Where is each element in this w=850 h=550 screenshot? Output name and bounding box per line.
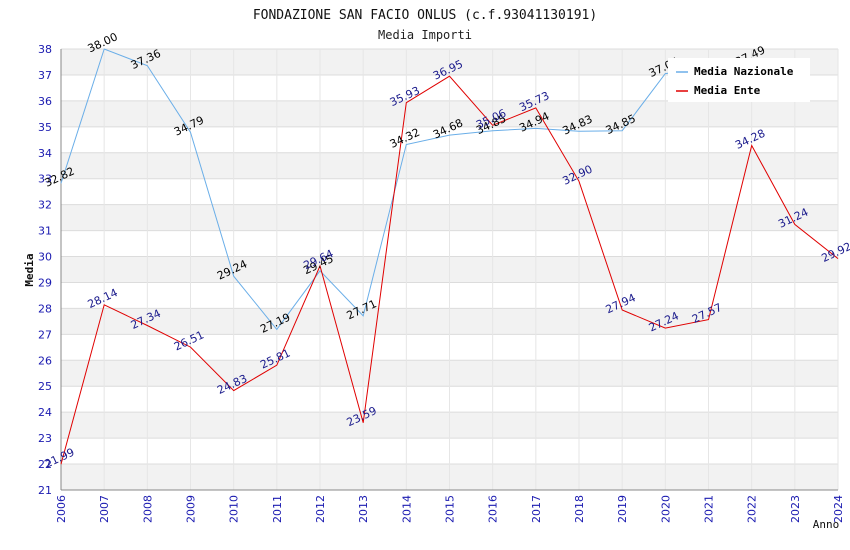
x-tick-label: 2007 (98, 495, 111, 523)
x-tick-label: 2006 (55, 495, 68, 523)
x-tick-label: 2019 (616, 495, 629, 523)
y-tick-label: 37 (38, 69, 52, 82)
x-tick-label: 2012 (314, 495, 327, 523)
axes (60, 49, 838, 491)
y-tick-label: 21 (38, 484, 52, 497)
y-tick-label: 30 (38, 251, 52, 264)
legend-label-nazionale: Media Nazionale (694, 65, 794, 78)
x-tick-label: 2018 (573, 495, 586, 523)
x-tick-label: 2022 (746, 495, 759, 523)
x-tick-label: 2008 (141, 495, 154, 523)
series-line-ente (60, 75, 839, 465)
series-line-nazionale (60, 48, 752, 331)
y-tick-label: 35 (38, 121, 52, 134)
x-tick-label: 2016 (487, 495, 500, 523)
y-tick-labels: 21 22 23 24 25 26 27 28 29 30 31 32 33 34 35 36 37 38 (38, 43, 52, 497)
chart-subtitle: Media Importi (378, 28, 472, 42)
x-tick-label: 2024 (832, 495, 845, 523)
x-tick-labels: 2006 2007 2008 2009 2010 2011 2012 2013 2014 2015… (55, 495, 845, 523)
x-tick-label: 2021 (703, 495, 716, 523)
x-tick-label: 2009 (185, 495, 198, 523)
y-tick-label: 28 (38, 302, 52, 315)
series-lines (60, 48, 839, 465)
x-tick-label: 2011 (271, 495, 284, 523)
y-tick-label: 33 (38, 173, 52, 186)
x-tick-label: 2015 (444, 495, 457, 523)
x-tick-label: 2017 (530, 495, 543, 523)
y-tick-label: 22 (38, 458, 52, 471)
chart-title: FONDAZIONE SAN FACIO ONLUS (c.f.93041130… (253, 8, 597, 23)
y-axis-label: Media (23, 253, 36, 286)
y-tick-label: 26 (38, 354, 52, 367)
y-tick-label: 34 (38, 147, 52, 160)
legend: Media Nazionale Media Ente (668, 58, 810, 102)
y-tick-label: 25 (38, 380, 52, 393)
x-tick-label: 2020 (659, 495, 672, 523)
legend-box (668, 58, 810, 102)
y-tick-label: 24 (38, 406, 52, 419)
grid-lines (60, 48, 839, 491)
x-axis-label: Anno (813, 518, 840, 531)
x-tick-label: 2010 (228, 495, 241, 523)
x-tick-label: 2014 (400, 495, 413, 523)
x-tick-label: 2023 (789, 495, 802, 523)
y-tick-label: 32 (38, 199, 52, 212)
y-tick-label: 27 (38, 328, 52, 341)
y-tick-label: 23 (38, 432, 52, 445)
y-tick-label: 36 (38, 95, 52, 108)
x-tick-label: 2013 (357, 495, 370, 523)
y-tick-label: 38 (38, 43, 52, 56)
y-tick-label: 31 (38, 225, 52, 238)
y-tick-label: 29 (38, 276, 52, 289)
legend-label-ente: Media Ente (694, 84, 761, 97)
